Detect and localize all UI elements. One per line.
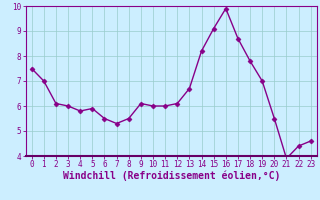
- X-axis label: Windchill (Refroidissement éolien,°C): Windchill (Refroidissement éolien,°C): [62, 171, 280, 181]
